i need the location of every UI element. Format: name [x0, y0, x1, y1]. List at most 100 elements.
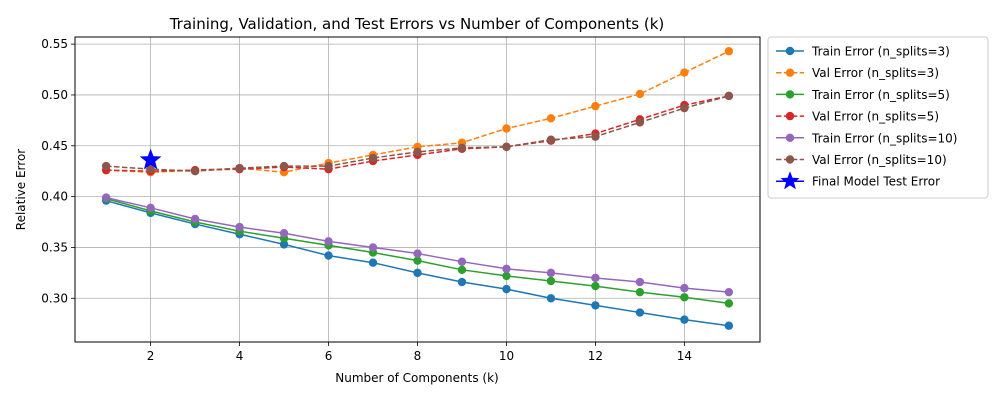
data-point — [324, 161, 333, 171]
data-point — [680, 68, 689, 77]
y-tick-label: 0.50 — [41, 88, 68, 102]
legend-label: Val Error (n_splits=10) — [812, 153, 947, 167]
legend-entry: Val Error (n_splits=3) — [776, 66, 939, 80]
data-point — [724, 321, 734, 330]
x-tick-label: 14 — [677, 349, 692, 363]
data-point — [457, 277, 467, 287]
data-point — [101, 193, 111, 202]
data-point — [235, 222, 244, 232]
chart-title: Training, Validation, and Test Errors vs… — [169, 15, 665, 33]
series-lines — [101, 47, 734, 330]
data-point — [680, 315, 689, 324]
data-point — [502, 264, 511, 273]
y-tick-label: 0.40 — [41, 190, 68, 204]
data-point — [635, 89, 645, 99]
data-point — [724, 299, 734, 308]
legend-marker — [785, 46, 795, 56]
legend-box — [767, 36, 989, 199]
data-point — [546, 276, 556, 286]
data-point — [457, 143, 467, 153]
legend: Train Error (n_splits=3) Val Error (n_spl… — [767, 36, 989, 199]
x-tick-label: 4 — [236, 349, 244, 363]
legend-star-icon — [780, 171, 800, 190]
y-axis-label: Relative Error — [14, 149, 28, 231]
legend-entry: Final Model Test Error — [776, 171, 940, 190]
data-point — [190, 214, 200, 224]
data-point — [724, 91, 734, 101]
data-point — [279, 229, 289, 238]
data-point — [591, 281, 600, 291]
series-5 — [101, 91, 734, 176]
data-point — [635, 308, 645, 317]
data-point — [680, 293, 689, 302]
data-point — [724, 47, 734, 56]
data-point — [235, 163, 244, 173]
data-point — [146, 164, 155, 174]
legend-label: Train Error (n_splits=10) — [811, 131, 957, 145]
legend-entry: Train Error (n_splits=3) — [776, 45, 950, 59]
final-test-error-star — [139, 148, 162, 170]
data-point — [502, 124, 511, 133]
data-point — [635, 287, 645, 297]
legend-label: Val Error (n_splits=3) — [812, 66, 939, 80]
axes: 2 4 6 8 10 12 14 0.30 0.35 0.40 0.45 0.50 0.55 — [41, 37, 692, 363]
legend-entry: Train Error (n_splits=10) — [776, 131, 957, 145]
data-point — [368, 243, 378, 252]
data-point — [413, 249, 422, 258]
data-point — [146, 203, 155, 212]
data-point — [502, 271, 511, 281]
legend-entry: Train Error (n_splits=5) — [776, 88, 950, 102]
data-point — [546, 268, 556, 278]
legend-marker — [785, 133, 795, 142]
legend-marker — [785, 111, 795, 121]
grid-lines — [75, 37, 760, 342]
data-point — [680, 283, 689, 293]
x-tick-label: 8 — [414, 349, 422, 363]
legend-marker — [785, 90, 795, 99]
data-point — [101, 161, 111, 171]
data-point — [591, 301, 600, 310]
data-point — [724, 287, 734, 297]
legend-label: Final Model Test Error — [812, 175, 940, 189]
data-point — [591, 273, 600, 283]
data-point — [635, 277, 645, 287]
data-point — [279, 161, 289, 171]
data-point — [413, 256, 422, 265]
x-axis-label: Number of Components (k) — [335, 371, 498, 385]
data-point — [546, 114, 556, 123]
data-point — [413, 147, 422, 157]
data-point — [502, 284, 511, 294]
data-point — [546, 135, 556, 144]
legend-marker — [785, 155, 795, 164]
y-tick-label: 0.55 — [41, 37, 68, 51]
x-tick-label: 12 — [588, 349, 603, 363]
legend-marker — [785, 68, 795, 77]
data-point — [635, 118, 645, 127]
data-point — [324, 251, 333, 260]
data-point — [591, 132, 600, 141]
x-tick-label: 2 — [147, 349, 155, 363]
data-point — [591, 101, 600, 111]
legend-label: Train Error (n_splits=5) — [811, 88, 950, 102]
data-point — [457, 265, 467, 275]
data-point — [502, 142, 511, 151]
y-tick-label: 0.45 — [41, 139, 68, 153]
data-point — [680, 103, 689, 113]
legend-entry: Val Error (n_splits=10) — [776, 153, 947, 167]
y-tick-label: 0.35 — [41, 240, 68, 254]
data-point — [368, 258, 378, 267]
data-point — [457, 257, 467, 266]
data-point — [279, 240, 289, 249]
data-point — [413, 268, 422, 278]
x-tick-label: 10 — [499, 349, 514, 363]
data-point — [546, 294, 556, 303]
data-point — [324, 237, 333, 246]
data-point — [190, 167, 200, 176]
legend-label: Train Error (n_splits=3) — [811, 45, 950, 59]
x-tick-label: 6 — [325, 349, 333, 363]
legend-entry: Val Error (n_splits=5) — [776, 110, 939, 124]
y-tick-label: 0.30 — [41, 291, 68, 305]
legend-label: Val Error (n_splits=5) — [812, 110, 939, 124]
